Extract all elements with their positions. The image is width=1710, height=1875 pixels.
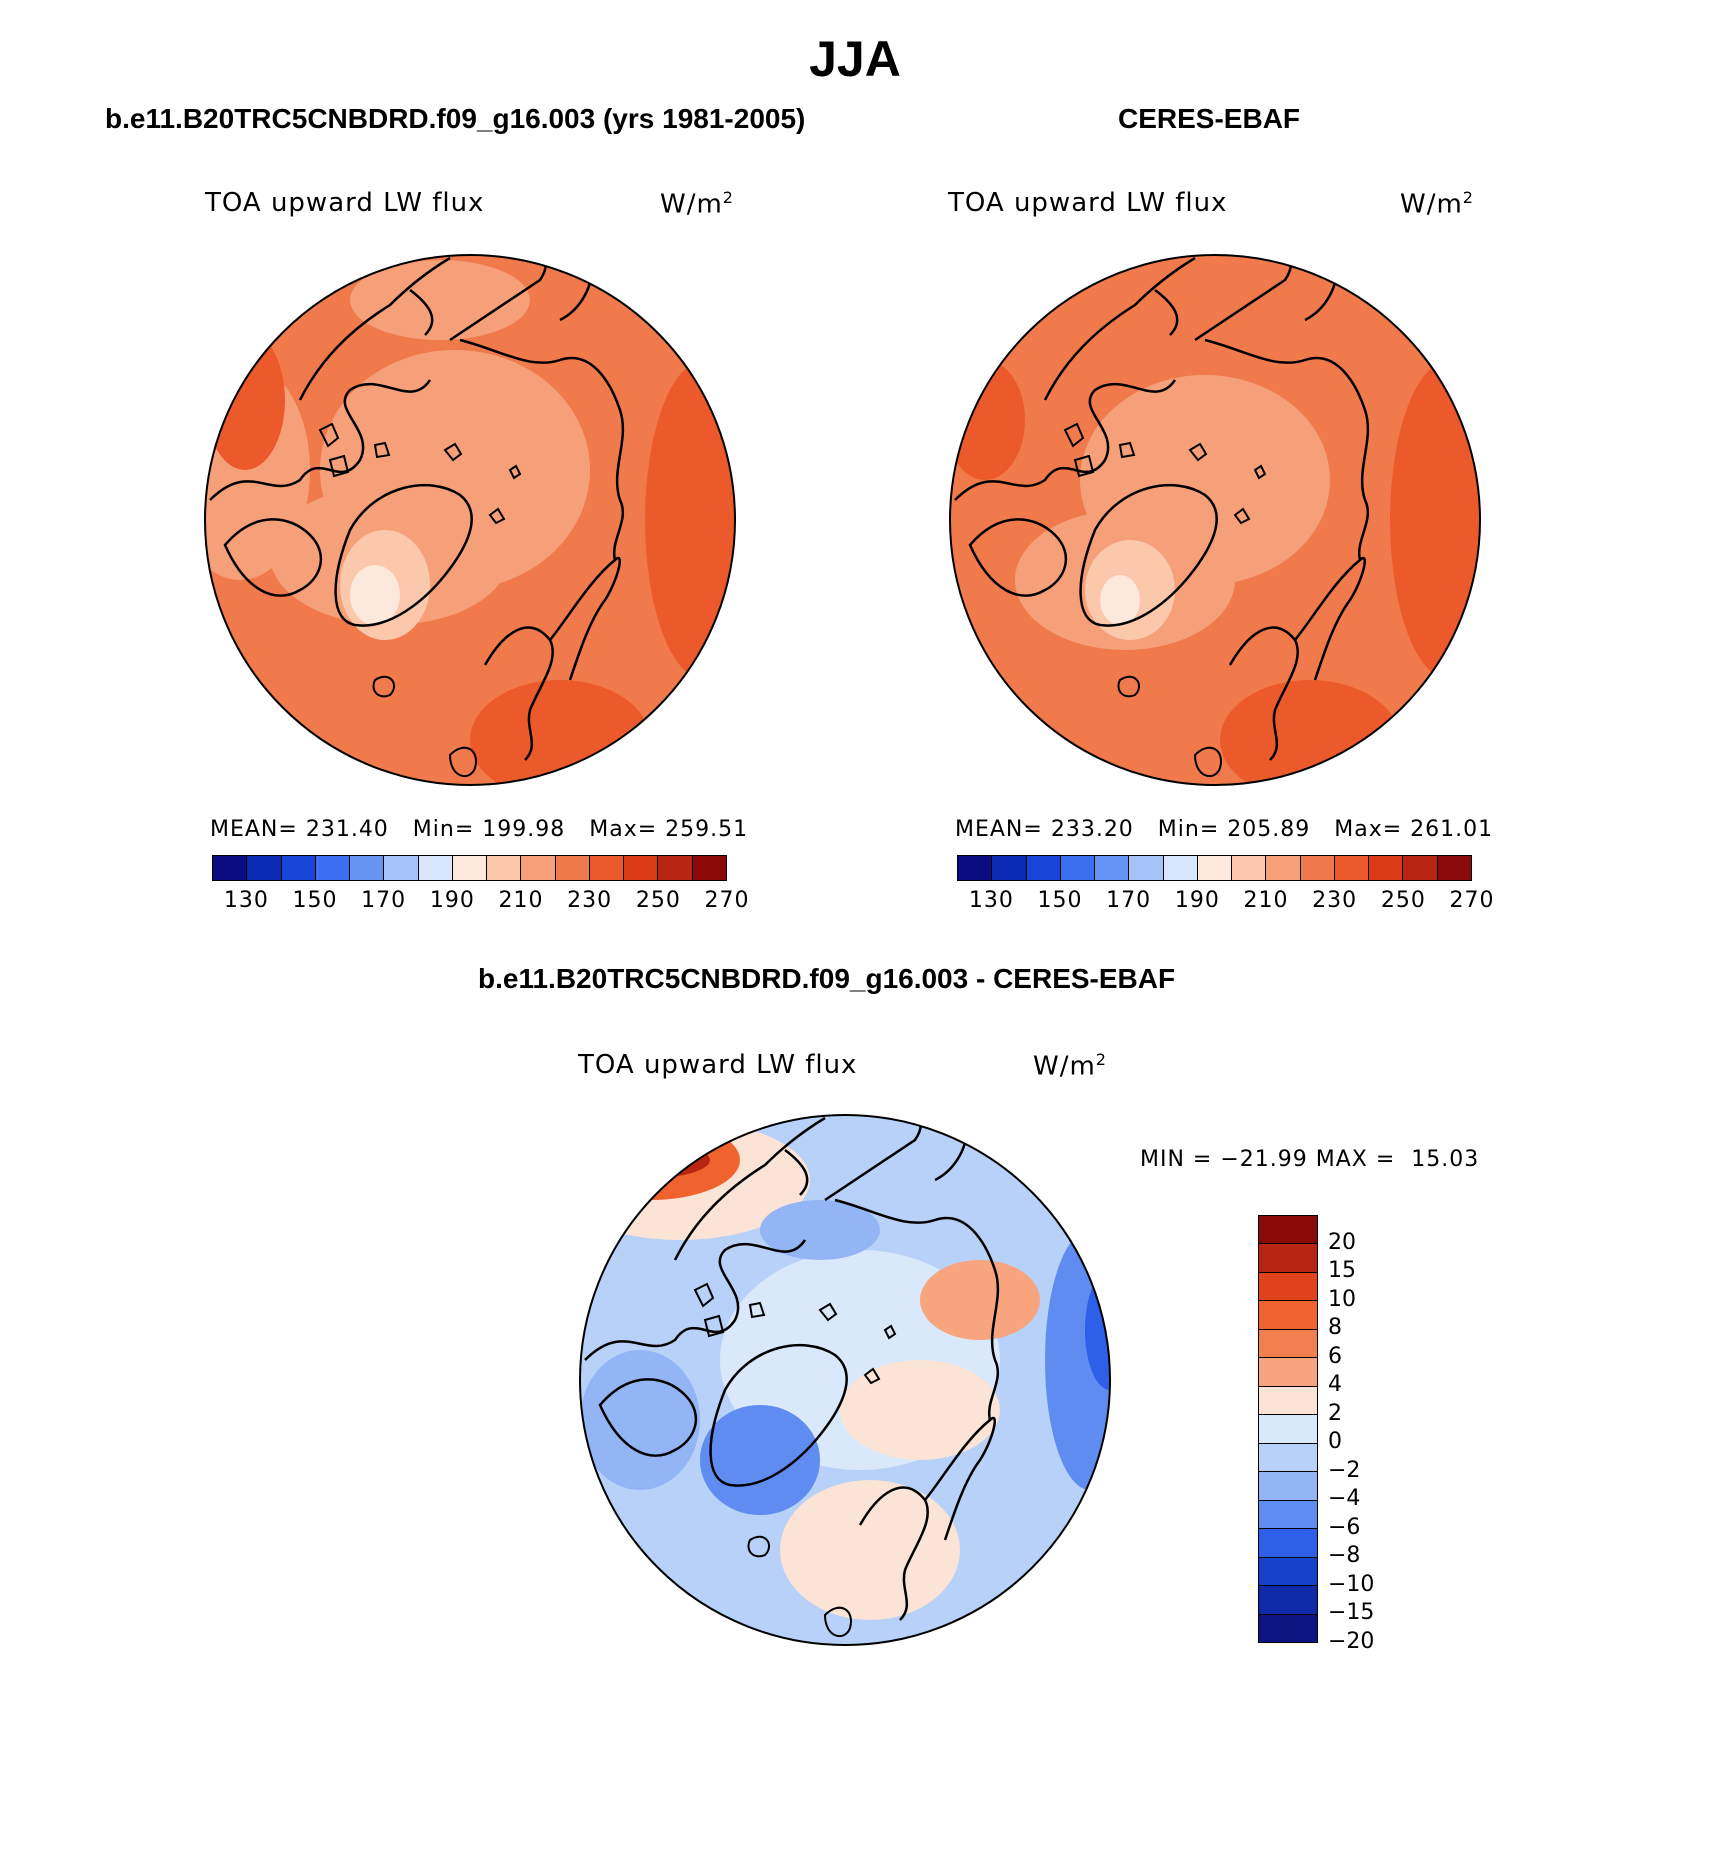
panel3-colorbar-swatch: [1259, 1443, 1317, 1473]
panel2-colorbar-swatch: [1334, 856, 1370, 880]
panel2-colorbar-swatch: [1437, 856, 1471, 880]
panel2-colorbar-ticks: 130 150 170 190 210 230 250 270: [957, 888, 1494, 918]
panel2-variable-label: TOA upward LW flux: [948, 188, 1228, 218]
panel3-colorbar-swatch: [1259, 1415, 1317, 1444]
panel3-colorbar: [1258, 1215, 1318, 1643]
panel3-colorbar-tick-label: 6: [1328, 1343, 1342, 1369]
panel1-colorbar-swatch: [213, 856, 248, 880]
panel2-colorbar-tick-label: 150: [1037, 888, 1083, 913]
panel1-units-label: W/m2: [660, 188, 734, 220]
panel1-colorbar-swatch: [692, 856, 726, 880]
panel2-colorbar-swatch: [1403, 856, 1438, 880]
panel3-colorbar-ticks: 20 15 10 8 6 4 2 0 −2 −4 −6 −8 −10 −15 −20: [1328, 1215, 1408, 1654]
panel2-colorbar-swatch: [1266, 856, 1301, 880]
panel3-colorbar-tick-label: −8: [1328, 1543, 1361, 1569]
panel3-colorbar-tick-label: 2: [1328, 1400, 1342, 1426]
panel2-colorbar-tick-label: 210: [1243, 888, 1289, 913]
panel1-variable-label: TOA upward LW flux: [205, 188, 485, 218]
panel3-colorbar-tick-label: −6: [1328, 1514, 1361, 1540]
panel3-colorbar-swatch: [1259, 1301, 1317, 1330]
panel2-colorbar-swatch: [1026, 856, 1061, 880]
panel2-colorbar-swatch: [1232, 856, 1267, 880]
panel1-colorbar-swatch: [384, 856, 419, 880]
panel1-colorbar-swatch: [624, 856, 659, 880]
panel3-colorbar-tick-label: −15: [1328, 1600, 1375, 1626]
panel3-colorbar-swatch: [1259, 1216, 1317, 1245]
panel2-colorbar-swatch: [1300, 856, 1335, 880]
panel1-stats: MEAN= 231.40 Min= 199.98 Max= 259.51: [210, 817, 749, 842]
panel2-map: [949, 254, 1481, 786]
panel3-colorbar-swatch: [1259, 1614, 1317, 1643]
panel3-colorbar-swatch: [1259, 1329, 1317, 1359]
panel3-colorbar-tick-label: −20: [1328, 1629, 1375, 1654]
panel1-colorbar-swatch: [315, 856, 351, 880]
panel1-colorbar-swatch: [418, 856, 453, 880]
panel2-colorbar-swatch: [958, 856, 993, 880]
panel1-colorbar-swatch: [350, 856, 385, 880]
panel2-colorbar-swatch: [1060, 856, 1096, 880]
panel1-colorbar-tick-label: 250: [635, 888, 681, 913]
panel1-colorbar-tick-label: 130: [223, 888, 269, 913]
panel3-colorbar-tick-label: 10: [1328, 1286, 1356, 1312]
panel2-colorbar-swatch: [1197, 856, 1233, 880]
panel2-colorbar-tick-label: 170: [1106, 888, 1152, 913]
panel1-colorbar-swatch: [589, 856, 625, 880]
panel3-colorbar-swatch: [1259, 1557, 1317, 1587]
figure-title: JJA: [809, 31, 901, 87]
panel1-colorbar-tick-label: 190: [429, 888, 475, 913]
panel3-variable-label: TOA upward LW flux: [578, 1050, 858, 1080]
panel2-colorbar-swatch: [1163, 856, 1198, 880]
panel3-colorbar-swatch: [1259, 1244, 1317, 1273]
panel2-colorbar-swatch: [1129, 856, 1164, 880]
panel2-colorbar-tick-label: 130: [968, 888, 1014, 913]
panel1-colorbar-ticks: 130 150 170 190 210 230 250 270: [212, 888, 749, 918]
panel1-colorbar-swatch: [247, 856, 282, 880]
panel3-minmax: MIN = −21.99 MAX = 15.03: [1140, 1147, 1480, 1172]
panel3-colorbar-swatch: [1259, 1472, 1317, 1501]
panel2-colorbar-tick-label: 270: [1449, 888, 1495, 913]
panel1-colorbar-tick-label: 170: [361, 888, 407, 913]
panel1-colorbar-swatch: [555, 856, 590, 880]
panel1-colorbar-tick-label: 210: [498, 888, 544, 913]
panel3-colorbar-swatch: [1259, 1529, 1317, 1558]
panel1-colorbar-swatch: [452, 856, 488, 880]
panel2-colorbar-swatch: [1095, 856, 1130, 880]
panel3-colorbar-tick-label: 0: [1328, 1429, 1342, 1455]
panel2-colorbar-swatch: [992, 856, 1027, 880]
panel3-colorbar-tick-label: −10: [1328, 1571, 1375, 1597]
panel1-colorbar-swatch: [521, 856, 556, 880]
panel2-colorbar: [957, 855, 1472, 881]
panel3-colorbar-tick-label: −4: [1328, 1486, 1361, 1512]
panel1-colorbar-tick-label: 150: [292, 888, 338, 913]
panel3-title: b.e11.B20TRC5CNBDRD.f09_g16.003 - CERES-…: [478, 963, 1176, 994]
panel3-colorbar-swatch: [1259, 1358, 1317, 1387]
panel1-title: b.e11.B20TRC5CNBDRD.f09_g16.003 (yrs 198…: [105, 103, 806, 134]
panel3-colorbar-tick-label: −2: [1328, 1457, 1361, 1483]
panel3-colorbar-tick-label: 4: [1328, 1372, 1342, 1398]
panel1-colorbar-swatch: [487, 856, 522, 880]
panel3-colorbar-swatch: [1259, 1272, 1317, 1302]
panel1-colorbar-swatch: [281, 856, 316, 880]
panel3-colorbar-swatch: [1259, 1500, 1317, 1530]
panel2-colorbar-tick-label: 250: [1380, 888, 1426, 913]
panel2-title: CERES-EBAF: [1118, 103, 1301, 134]
panel3-units-label: W/m2: [1033, 1050, 1107, 1082]
panel3-colorbar-swatch: [1259, 1586, 1317, 1615]
panel1-colorbar-tick-label: 230: [567, 888, 613, 913]
panel3-colorbar-swatch: [1259, 1386, 1317, 1416]
panel3-colorbar-tick-label: 8: [1328, 1315, 1342, 1341]
panel2-units-label: W/m2: [1400, 188, 1474, 220]
panel2-stats: MEAN= 233.20 Min= 205.89 Max= 261.01: [955, 817, 1494, 842]
panel3-map: [579, 1114, 1111, 1646]
panel1-colorbar-swatch: [658, 856, 693, 880]
panel1-colorbar-tick-label: 270: [704, 888, 750, 913]
panel1-colorbar: [212, 855, 727, 881]
panel3-colorbar-tick-label: 20: [1328, 1229, 1356, 1255]
panel2-colorbar-tick-label: 190: [1174, 888, 1220, 913]
panel1-map: [204, 254, 736, 786]
panel3-colorbar-tick-label: 15: [1328, 1258, 1356, 1284]
panel2-colorbar-swatch: [1369, 856, 1404, 880]
panel2-colorbar-tick-label: 230: [1312, 888, 1358, 913]
